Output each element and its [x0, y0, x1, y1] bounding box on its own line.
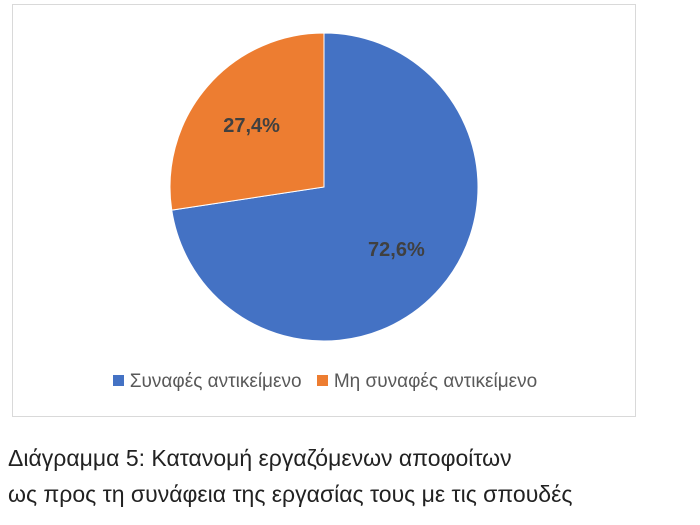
legend-label-unrelated: Μη συναφές αντικείμενο	[333, 371, 538, 392]
legend-label-related: Συναφές αντικείμενο	[129, 371, 302, 392]
figure-caption: Διάγραμμα 5: Κατανομή εργαζόμενων αποφοί…	[8, 440, 698, 512]
caption-line-1: Διάγραμμα 5: Κατανομή εργαζόμενων αποφοί…	[8, 445, 512, 471]
pie-value-labels: 72,6% 27,4%	[223, 115, 425, 261]
pie-label-related: 72,6%	[368, 239, 425, 261]
chart-legend: Συναφές αντικείμενο Μη συναφές αντικείμε…	[13, 371, 637, 393]
pie-label-unrelated: 27,4%	[223, 115, 280, 137]
legend-swatch-related	[112, 375, 124, 386]
legend-item-related: Συναφές αντικείμενο	[112, 371, 302, 393]
chart-frame: 72,6% 27,4% Συναφές αντικείμενο Μη συναφέ…	[12, 4, 636, 417]
pie-chart: 72,6% 27,4%	[169, 32, 479, 342]
pie-slice-unrelated	[169, 32, 325, 211]
pie-slice-related	[171, 32, 479, 342]
pie-slices	[169, 32, 479, 342]
legend-swatch-unrelated	[316, 375, 328, 386]
caption-line-2: ως προς τη συνάφεια της εργασίας τους με…	[8, 481, 573, 507]
legend-item-unrelated: Μη συναφές αντικείμενο	[316, 371, 538, 393]
